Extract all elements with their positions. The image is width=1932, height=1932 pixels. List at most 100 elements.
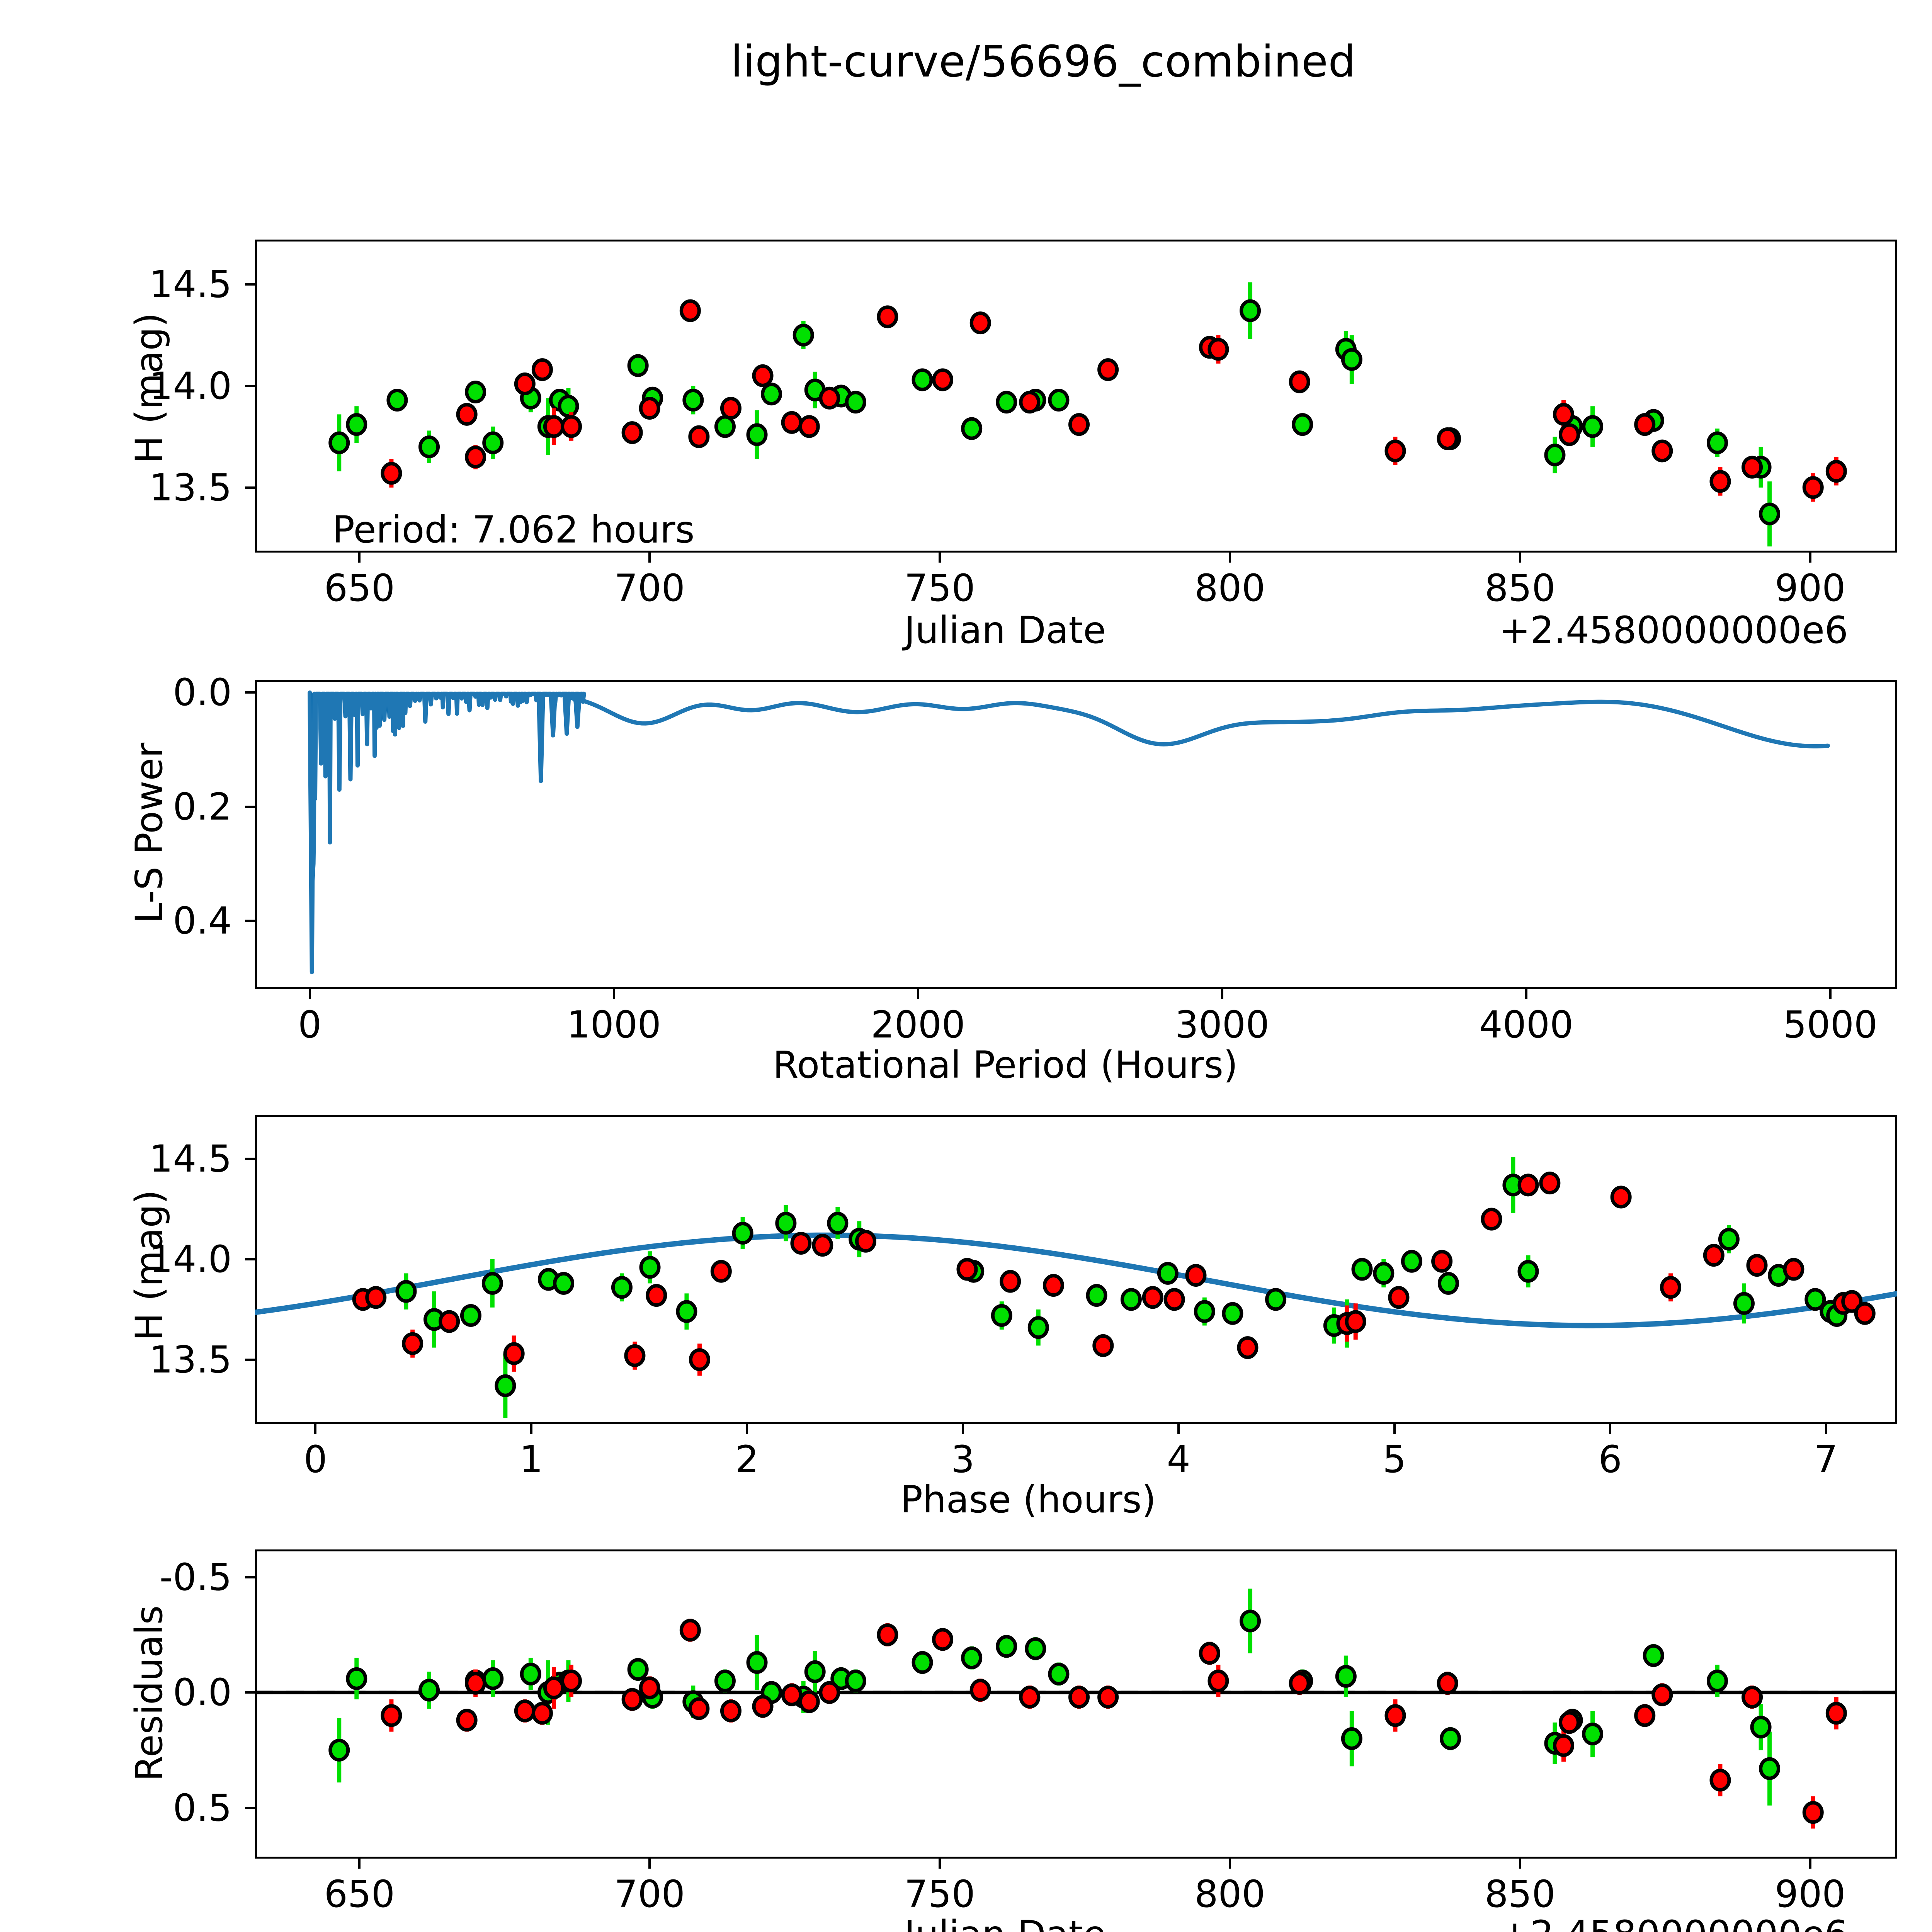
data-point bbox=[752, 1695, 774, 1718]
data-point bbox=[621, 1688, 643, 1711]
data-point bbox=[710, 1260, 732, 1283]
y-tick-label: 14.0 bbox=[149, 364, 232, 408]
data-point bbox=[495, 1374, 516, 1397]
x-tick-label: 800 bbox=[1194, 1872, 1265, 1916]
data-point bbox=[1804, 1288, 1826, 1311]
data-point bbox=[1759, 502, 1781, 526]
x-tickmark bbox=[648, 1859, 651, 1869]
data-point bbox=[543, 415, 565, 438]
x-tick-label: 1000 bbox=[566, 1003, 661, 1046]
panel-periodogram bbox=[255, 680, 1897, 989]
phase-folded-plot bbox=[255, 1157, 1897, 1418]
data-point bbox=[996, 391, 1017, 414]
x-tickmark bbox=[1519, 1859, 1521, 1869]
y-tickmark bbox=[245, 1691, 255, 1694]
y-tickmark bbox=[245, 1358, 255, 1361]
data-point bbox=[932, 368, 954, 391]
x-tickmark bbox=[939, 553, 941, 563]
x-tickmark bbox=[308, 989, 311, 999]
data-point bbox=[932, 1628, 954, 1651]
data-point bbox=[845, 391, 866, 414]
y-tick-label: 0.0 bbox=[173, 671, 232, 714]
data-point bbox=[1208, 338, 1229, 361]
data-point bbox=[418, 435, 440, 458]
data-point bbox=[1240, 299, 1261, 322]
data-point bbox=[365, 1286, 387, 1309]
data-point bbox=[381, 1704, 402, 1727]
data-point bbox=[1025, 1637, 1046, 1660]
x-tickmark bbox=[746, 1424, 748, 1434]
data-point bbox=[328, 431, 350, 454]
data-point bbox=[439, 1310, 460, 1333]
x-tick-label: 2000 bbox=[871, 1003, 965, 1046]
x-tick-label: 3 bbox=[951, 1438, 975, 1481]
x-tick-label: 0 bbox=[303, 1438, 327, 1481]
data-point bbox=[1341, 1727, 1362, 1750]
data-point bbox=[969, 311, 991, 335]
y-tick-label: 0.5 bbox=[173, 1786, 232, 1830]
data-point bbox=[752, 364, 774, 387]
data-point bbox=[991, 1304, 1012, 1327]
xlabel-periodogram: Rotational Period (Hours) bbox=[773, 1043, 1238, 1087]
data-point bbox=[1825, 460, 1847, 483]
data-point bbox=[1401, 1250, 1422, 1273]
data-point bbox=[1733, 1292, 1755, 1315]
data-point bbox=[520, 1662, 541, 1685]
data-point bbox=[1854, 1302, 1876, 1325]
data-point bbox=[1759, 1757, 1781, 1780]
data-point bbox=[1517, 1260, 1539, 1283]
data-point bbox=[646, 1284, 667, 1307]
data-point bbox=[1544, 444, 1566, 467]
data-point bbox=[395, 1280, 417, 1303]
figure-title: light-curve/56696_combined bbox=[731, 37, 1356, 87]
data-point bbox=[531, 1702, 553, 1725]
data-point bbox=[514, 372, 536, 395]
data-point bbox=[1222, 1302, 1243, 1325]
data-point bbox=[543, 1676, 565, 1699]
data-point bbox=[1208, 1669, 1229, 1692]
y-tick-label: 14.0 bbox=[149, 1238, 232, 1281]
y-tickmark bbox=[245, 805, 255, 808]
data-point bbox=[775, 1212, 797, 1235]
x-tick-label: 700 bbox=[614, 1872, 685, 1916]
x-tickmark bbox=[1825, 1424, 1827, 1434]
x-tick-label: 3000 bbox=[1175, 1003, 1269, 1046]
data-point bbox=[1750, 1716, 1772, 1739]
data-point bbox=[1373, 1262, 1395, 1285]
data-point bbox=[346, 413, 367, 436]
data-point bbox=[1651, 439, 1673, 463]
data-point bbox=[746, 423, 768, 446]
data-point bbox=[1142, 1286, 1163, 1309]
x-tick-label: 650 bbox=[324, 566, 395, 610]
data-point bbox=[1553, 1734, 1574, 1757]
data-point bbox=[1384, 1704, 1406, 1727]
x-tick-label: 4000 bbox=[1479, 1003, 1573, 1046]
data-point bbox=[1000, 1270, 1021, 1293]
data-point bbox=[381, 462, 402, 485]
data-point bbox=[676, 1300, 697, 1323]
data-point bbox=[746, 1651, 768, 1674]
data-point bbox=[482, 431, 504, 454]
data-point bbox=[346, 1667, 367, 1690]
data-point bbox=[1610, 1185, 1632, 1209]
data-point bbox=[1384, 439, 1406, 463]
x-tickmark bbox=[530, 1424, 532, 1434]
x-tickmark bbox=[612, 989, 615, 999]
data-point bbox=[1120, 1288, 1142, 1311]
data-point bbox=[1437, 1272, 1459, 1295]
data-point bbox=[1194, 1300, 1215, 1323]
data-point bbox=[1802, 1801, 1824, 1824]
data-point bbox=[827, 1212, 849, 1235]
y-tickmark bbox=[245, 1158, 255, 1160]
x-tickmark bbox=[1228, 1859, 1231, 1869]
x-tick-label: 900 bbox=[1775, 1872, 1846, 1916]
data-point bbox=[627, 354, 649, 377]
data-point bbox=[1517, 1173, 1539, 1197]
x-tickmark bbox=[1228, 553, 1231, 563]
data-point bbox=[819, 1681, 840, 1704]
data-point bbox=[804, 1660, 826, 1683]
data-point bbox=[1097, 358, 1119, 381]
data-point bbox=[781, 1683, 803, 1706]
x-tick-label: 650 bbox=[324, 1872, 395, 1916]
y-tickmark bbox=[245, 1576, 255, 1578]
